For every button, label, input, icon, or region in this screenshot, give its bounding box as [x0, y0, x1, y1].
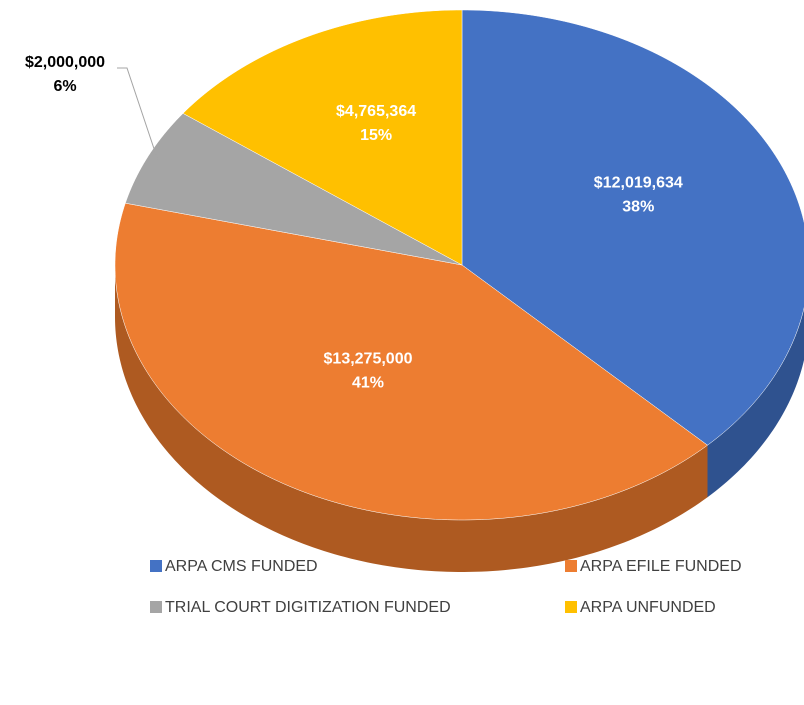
leader-line: [117, 67, 159, 160]
legend-label: ARPA UNFUNDED: [580, 599, 716, 616]
pie-slice-side: [115, 265, 708, 572]
legend-swatch: [565, 560, 577, 572]
legend-swatch: [150, 560, 162, 572]
legend-swatch: [150, 601, 162, 613]
pie-slice: [182, 9, 463, 266]
data-label-percent: 38%: [622, 199, 654, 216]
legend-label: TRIAL COURT DIGITIZATION FUNDED: [165, 599, 451, 616]
data-label-percent: 41%: [352, 374, 384, 391]
pie-slice: [125, 113, 463, 266]
pie-slice: [461, 9, 804, 446]
data-label: $2,000,000: [25, 54, 105, 71]
pie-slice: [114, 202, 708, 521]
data-label-percent: 15%: [360, 127, 392, 144]
data-label: $13,275,000: [324, 350, 413, 367]
data-label: $4,765,364: [336, 103, 416, 120]
pie-slice-side: [707, 308, 804, 498]
data-label: $12,019,634: [594, 175, 683, 192]
legend-label: ARPA CMS FUNDED: [165, 558, 318, 575]
legend-label: ARPA EFILE FUNDED: [580, 558, 742, 575]
legend-swatch: [565, 601, 577, 613]
data-label-percent: 6%: [53, 78, 76, 95]
